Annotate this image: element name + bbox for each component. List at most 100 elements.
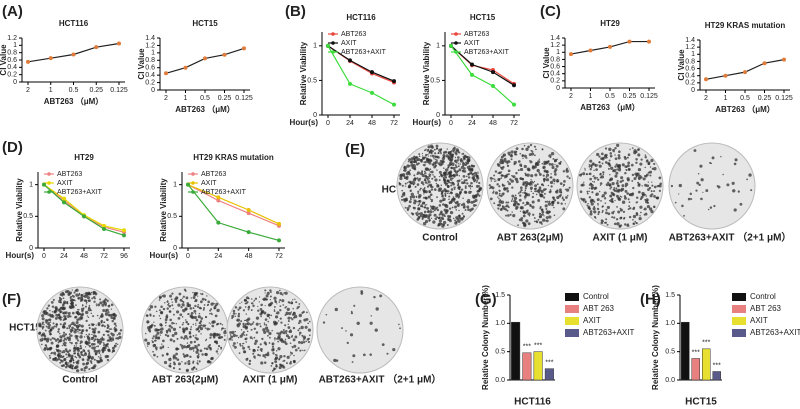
colony-dot — [209, 333, 212, 336]
colony-dot — [589, 191, 590, 192]
colony-dot — [429, 153, 430, 154]
colony-dot — [720, 156, 721, 157]
colony-dot — [466, 176, 468, 178]
colony-dot — [678, 193, 679, 194]
colony-dot — [61, 360, 64, 363]
colony-dot — [538, 189, 541, 192]
y-tick-label: 0 — [556, 85, 560, 92]
x-tick-label: 0.125 — [640, 93, 658, 100]
colony-dot — [419, 156, 421, 158]
chart-title: HT29 — [74, 153, 94, 162]
colony-dot — [683, 215, 685, 217]
colony-dot — [272, 370, 274, 372]
colony-dot — [87, 356, 89, 358]
legend-label: ABT 263 — [750, 304, 782, 313]
colony-dot — [233, 342, 236, 345]
colony-dot — [453, 167, 456, 170]
colony-dot — [55, 307, 57, 309]
series-line — [166, 48, 244, 73]
colony-dot — [63, 297, 65, 299]
colony-dot — [438, 189, 441, 192]
colony-dot — [473, 181, 475, 183]
colony-dot — [231, 315, 234, 318]
colony-dot — [89, 305, 91, 307]
x-axis-label: Hour(s) — [150, 251, 179, 260]
colony-dot — [624, 223, 626, 225]
colony-dot — [599, 173, 601, 175]
colony-dot — [179, 293, 182, 296]
colony-dot — [617, 211, 620, 214]
colony-dot — [542, 167, 544, 169]
y-tick-label: 1.4 — [685, 37, 695, 44]
colony-dot — [517, 224, 519, 226]
colony-dot — [503, 153, 506, 156]
colony-dot — [440, 210, 443, 213]
colony-dot — [419, 189, 421, 191]
colony-dot — [633, 177, 636, 180]
colony-dot — [470, 191, 472, 193]
colony-dot — [610, 155, 613, 158]
legend-marker — [454, 50, 458, 54]
colony-dot — [497, 207, 499, 209]
colony-dot — [238, 337, 239, 338]
colony-dot — [54, 311, 56, 313]
colony-dot — [430, 209, 432, 211]
data-point — [277, 238, 281, 242]
colony-dot — [535, 220, 537, 222]
colony-dot — [593, 181, 595, 183]
colony-dot — [542, 148, 544, 150]
colony-dot — [237, 319, 240, 322]
colony-dot — [622, 163, 625, 166]
colony-dot — [92, 315, 94, 317]
colony-dot — [426, 204, 427, 205]
colony-dot — [440, 153, 442, 155]
x-tick-label: 0 — [449, 120, 453, 127]
colony-dot — [85, 346, 86, 347]
colony-dot — [58, 328, 60, 330]
colony-dot — [211, 313, 213, 315]
colony-dot — [427, 154, 428, 155]
colony-dot — [708, 209, 710, 211]
colony-dot — [269, 337, 271, 339]
colony-dot — [451, 175, 453, 177]
x-axis-label: HCT15 — [685, 397, 717, 408]
colony-dot — [165, 316, 168, 319]
colony-dot — [65, 318, 67, 320]
colony-dot — [202, 324, 205, 327]
colony-dot — [596, 153, 599, 156]
x-tick-label: 72 — [275, 253, 283, 260]
colony-dot — [629, 216, 631, 218]
colony-dot — [182, 316, 184, 318]
colony-dot — [464, 182, 466, 184]
colony-dot — [244, 299, 246, 301]
colony-dot — [436, 207, 438, 209]
colony-dot — [620, 180, 623, 183]
colony-dot — [541, 214, 542, 215]
panel-label: (B) — [285, 3, 306, 20]
colony-dot — [85, 306, 87, 308]
colony-dot — [455, 153, 457, 155]
colony-dot — [240, 320, 242, 322]
colony-dot — [408, 158, 411, 161]
colony-dot — [169, 295, 172, 298]
panel-label: (C) — [540, 3, 561, 20]
colony-dot — [519, 194, 521, 196]
colony-dot — [589, 213, 592, 216]
colony-dot — [298, 347, 300, 349]
colony-dot — [404, 198, 407, 201]
y-tick-label: 0.4 — [7, 64, 17, 71]
colony-dot — [153, 354, 156, 357]
bar — [511, 322, 520, 380]
colony-dot — [628, 205, 630, 207]
colony-dot — [607, 157, 608, 158]
colony-dot — [675, 202, 677, 204]
colony-dot — [591, 165, 593, 167]
colony-dot — [469, 172, 472, 175]
colony-dot — [411, 212, 413, 214]
colony-dot — [261, 338, 263, 340]
colony-dot — [177, 303, 180, 306]
legend-label: ABT263+AXIT — [341, 49, 387, 56]
colony-dot — [153, 344, 156, 347]
colony-dot — [299, 320, 302, 323]
data-point — [569, 52, 573, 56]
